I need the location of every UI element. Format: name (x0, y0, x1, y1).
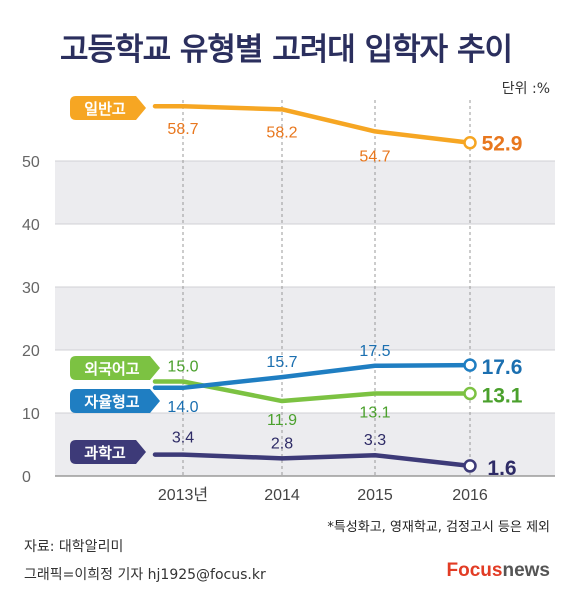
data-label: 54.7 (359, 148, 390, 165)
series-name: 과학고 (84, 444, 126, 462)
data-label: 3.4 (172, 430, 194, 447)
credit-label: 그래픽=이희정 기자 hj1925@focus.kr (24, 567, 266, 583)
data-label: 13.1 (482, 384, 523, 407)
data-label: 17.6 (482, 356, 523, 379)
footnote: *특성화고, 영재학교, 검정고시 등은 제외 (327, 520, 550, 535)
data-label: 13.1 (359, 404, 390, 421)
x-tick-label: 2016 (452, 487, 488, 504)
end-point-marker (463, 135, 477, 150)
brand-news: news (502, 560, 550, 581)
y-tick-label: 10 (22, 406, 40, 423)
data-label: 52.9 (482, 133, 523, 156)
data-label: 1.6 (487, 457, 516, 480)
brand-focus: Focus (446, 560, 503, 581)
series-tag (70, 96, 146, 120)
data-label: 2.8 (271, 435, 293, 452)
series-name: 외국어고 (84, 360, 139, 378)
y-tick-label: 50 (22, 154, 40, 171)
series-name: 일반고 (84, 100, 126, 118)
data-label: 17.5 (359, 343, 390, 360)
y-tick-label: 30 (22, 280, 40, 297)
series-line (152, 362, 473, 391)
end-point-marker (463, 358, 477, 372)
data-label: 15.0 (167, 359, 198, 376)
data-label: 58.2 (266, 124, 297, 141)
series-tag (70, 389, 160, 413)
brand-logo: Focusnews (447, 560, 550, 582)
data-label: 3.3 (364, 432, 386, 449)
x-tick-label: 2014 (264, 487, 300, 504)
data-label: 58.7 (167, 121, 198, 138)
series-name: 자율형고 (84, 393, 139, 411)
series-line (152, 379, 473, 404)
series-line (152, 452, 473, 469)
end-point-marker (463, 459, 477, 473)
series-tag (70, 356, 160, 380)
chart-title: 고등학교 유형별 고려대 입학자 추이 (60, 32, 513, 68)
data-label: 15.7 (266, 354, 297, 371)
data-label: 14.0 (167, 399, 198, 416)
unit-label: 단위 :% (501, 81, 550, 97)
y-tick-label: 20 (22, 343, 40, 360)
source-label: 자료: 대학알리미 (24, 539, 124, 555)
data-label: 11.9 (267, 412, 297, 429)
x-tick-label: 2015 (357, 487, 393, 504)
grid-band (55, 287, 555, 350)
grid-band (55, 161, 555, 224)
end-point-marker (463, 386, 477, 401)
x-tick-label: 2013년 (158, 486, 208, 504)
series-line (152, 103, 473, 145)
series-tag (70, 440, 146, 464)
y-tick-label: 40 (22, 217, 40, 234)
y-tick-label: 0 (22, 469, 31, 486)
